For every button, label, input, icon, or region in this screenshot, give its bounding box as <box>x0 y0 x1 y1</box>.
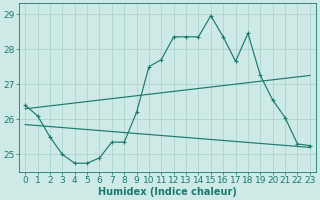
X-axis label: Humidex (Indice chaleur): Humidex (Indice chaleur) <box>98 187 237 197</box>
